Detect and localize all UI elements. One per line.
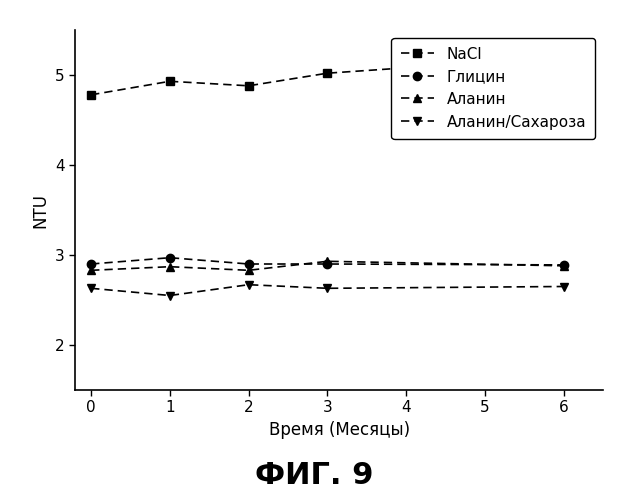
NaCl bbox=[245, 83, 252, 89]
Глицин bbox=[245, 261, 252, 267]
Line: NaCl: NaCl bbox=[87, 53, 568, 99]
Глицин bbox=[560, 262, 567, 268]
Аланин/Сахароза bbox=[560, 284, 567, 290]
Аланин bbox=[166, 264, 173, 270]
Аланин bbox=[87, 268, 95, 274]
Аланин bbox=[560, 263, 567, 269]
Legend: NaCl, Глицин, Аланин, Аланин/Сахароза: NaCl, Глицин, Аланин, Аланин/Сахароза bbox=[391, 38, 595, 139]
Line: Аланин: Аланин bbox=[87, 257, 568, 274]
Аланин/Сахароза bbox=[87, 286, 95, 292]
Аланин bbox=[245, 268, 252, 274]
Аланин/Сахароза bbox=[323, 286, 331, 292]
Line: Глицин: Глицин bbox=[87, 254, 568, 269]
NaCl bbox=[323, 70, 331, 76]
Text: ФИГ. 9: ФИГ. 9 bbox=[255, 460, 373, 490]
Глицин bbox=[166, 254, 173, 260]
Глицин bbox=[87, 261, 95, 267]
NaCl bbox=[560, 54, 567, 60]
Аланин/Сахароза bbox=[245, 282, 252, 288]
X-axis label: Время (Месяцы): Время (Месяцы) bbox=[269, 421, 409, 439]
Y-axis label: NTU: NTU bbox=[31, 192, 50, 228]
Line: Аланин/Сахароза: Аланин/Сахароза bbox=[87, 280, 568, 299]
Аланин bbox=[323, 258, 331, 264]
NaCl bbox=[166, 78, 173, 84]
NaCl bbox=[87, 92, 95, 98]
Аланин/Сахароза bbox=[166, 292, 173, 298]
Глицин bbox=[323, 261, 331, 267]
